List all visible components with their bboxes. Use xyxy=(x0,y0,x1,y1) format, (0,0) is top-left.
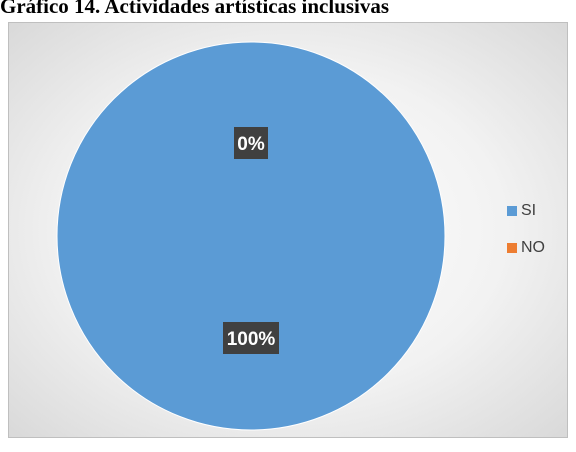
svg-text:100%: 100% xyxy=(227,329,276,350)
data-label-no: 0% xyxy=(234,127,268,159)
legend-label-si: SI xyxy=(521,202,537,219)
legend-item-no: NO xyxy=(507,238,567,258)
data-label-si: 100% xyxy=(223,322,279,354)
pie-slice-si xyxy=(56,41,446,431)
legend-label-no: NO xyxy=(521,239,545,256)
legend-swatch-no xyxy=(507,243,517,253)
legend-item-si: SI xyxy=(507,201,567,221)
svg-text:0%: 0% xyxy=(237,134,265,155)
legend: SI NO xyxy=(507,201,567,275)
chart-title: Gráfico 14. Actividades artísticas inclu… xyxy=(0,0,390,18)
legend-swatch-si xyxy=(507,206,517,216)
